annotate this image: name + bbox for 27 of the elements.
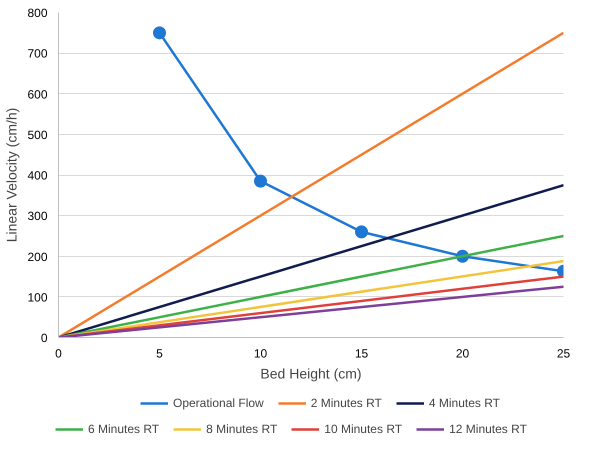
y-tick-label: 600 <box>27 87 48 102</box>
x-tick-label: 25 <box>556 346 570 360</box>
y-tick-label: 0 <box>40 331 48 345</box>
x-tick-label: 0 <box>55 346 62 360</box>
x-axis-title: Bed Height (cm) <box>260 366 362 382</box>
legend-label: 12 Minutes RT <box>449 422 527 436</box>
y-tick-label: 500 <box>27 128 48 142</box>
legend-label: 4 Minutes RT <box>428 396 500 410</box>
x-tick-label: 20 <box>456 346 470 360</box>
legend-label: 6 Minutes RT <box>88 422 160 436</box>
y-axis-title: Linear Velocity (cm/h) <box>3 108 20 242</box>
y-tick-label: 300 <box>27 209 48 224</box>
legend-label: 2 Minutes RT <box>310 396 382 410</box>
point <box>153 26 166 40</box>
y-tick-label: 100 <box>27 290 48 304</box>
legend-label: Operational Flow <box>173 396 264 410</box>
y-tick-label: 800 <box>27 6 48 20</box>
legend-label: 10 Minutes RT <box>324 422 402 436</box>
x-tick-label: 5 <box>156 346 164 360</box>
point <box>254 174 267 188</box>
y-tick-label: 200 <box>27 250 48 264</box>
x-tick-label: 15 <box>354 346 368 360</box>
y-tick-label: 400 <box>27 168 48 182</box>
legend-label: 8 Minutes RT <box>206 422 278 436</box>
point <box>355 225 368 238</box>
y-tick-label: 700 <box>27 46 48 61</box>
x-tick-label: 10 <box>254 346 268 360</box>
